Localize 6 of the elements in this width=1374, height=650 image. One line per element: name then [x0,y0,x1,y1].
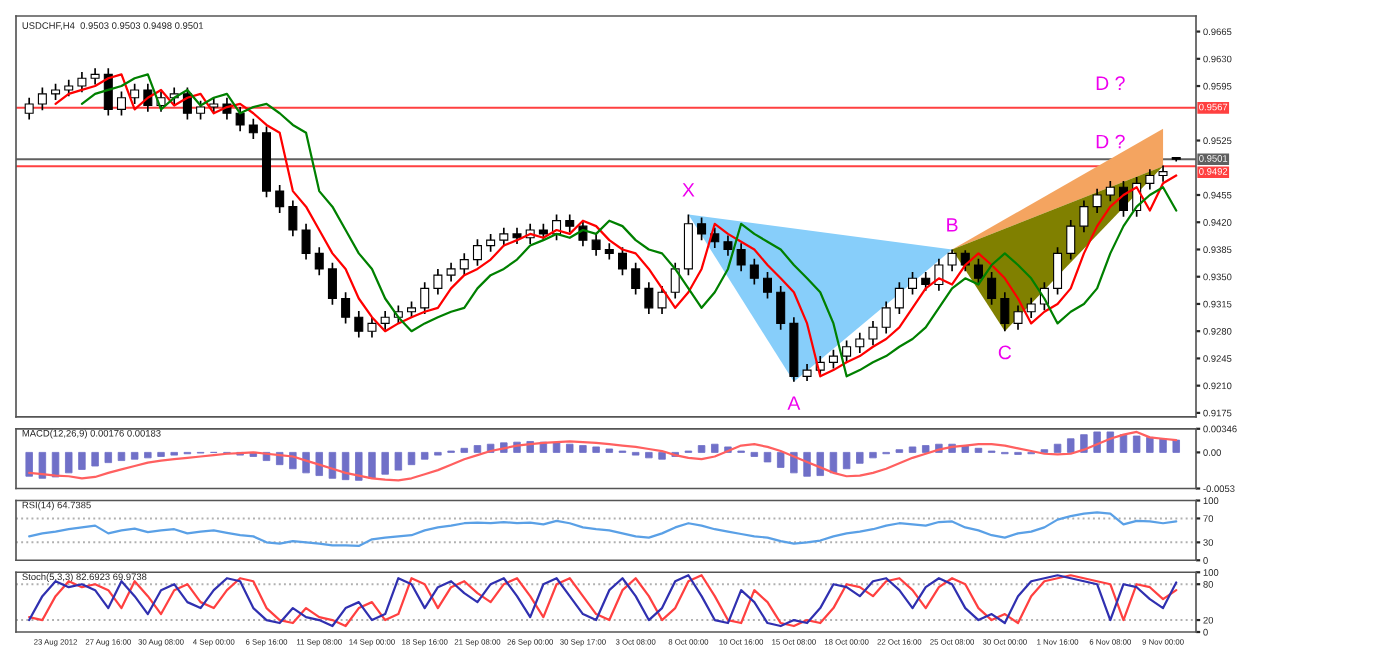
annotation: X [682,183,695,197]
annotation: D ? [1096,76,1125,90]
annotation: C [998,345,1012,360]
annotation: D ? [1096,134,1125,149]
annotation: A [787,396,801,410]
annotation: B [947,218,958,232]
